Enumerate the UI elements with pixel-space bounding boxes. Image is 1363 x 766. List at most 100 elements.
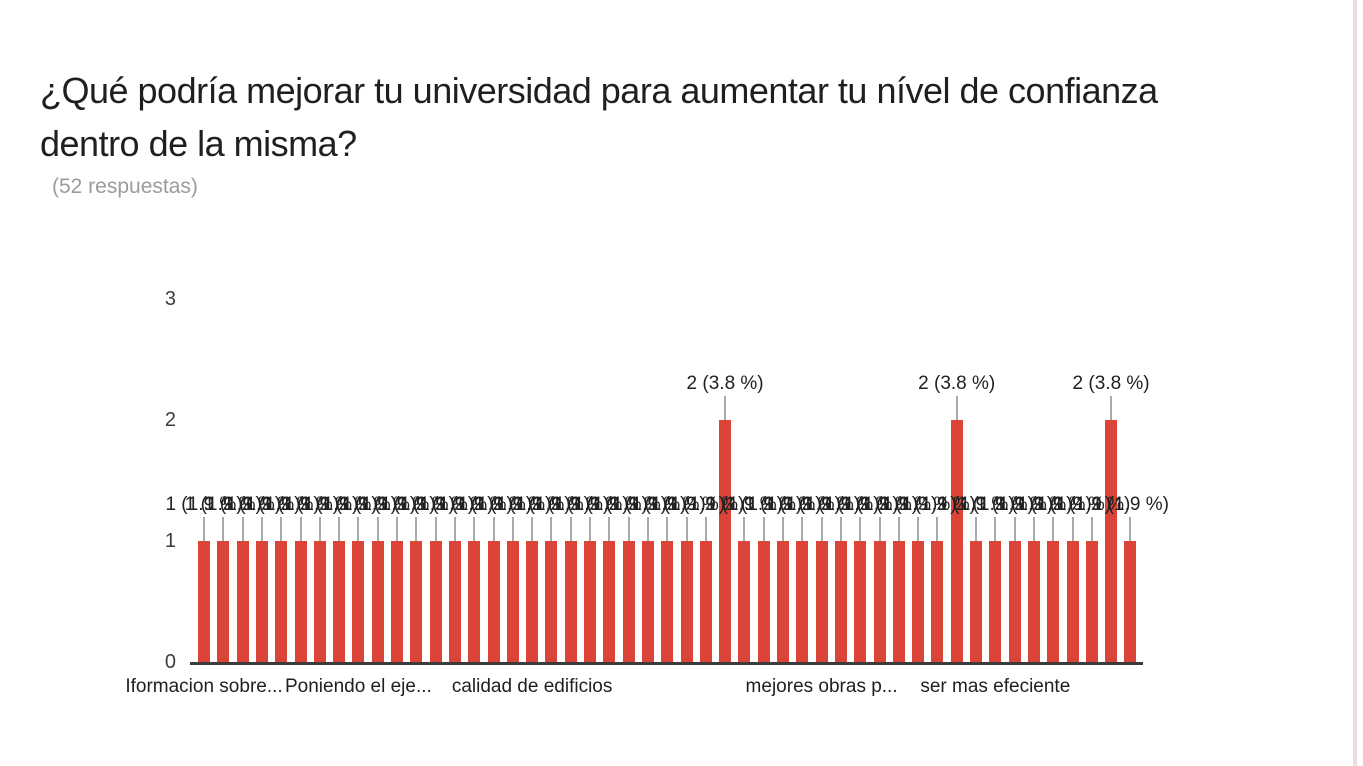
- bar: [777, 541, 789, 662]
- label-leader-line: [511, 517, 514, 541]
- bar-value-label: 1 (1.9 %): [802, 494, 880, 515]
- bar-value-label: 1 (1.9 %): [860, 494, 938, 515]
- bar-value-label: 1 (1.9 %): [667, 494, 745, 515]
- bar: [429, 541, 442, 662]
- bar: [333, 541, 346, 662]
- bar: [1027, 541, 1040, 662]
- scrollbar-edge[interactable]: [1353, 0, 1357, 766]
- bar-value-label: 1 (1.9 %): [281, 494, 359, 515]
- label-leader-line: [859, 517, 862, 541]
- x-axis-tick-label: mejores obras p...: [745, 676, 898, 697]
- bar: [699, 541, 712, 662]
- bar: [950, 420, 963, 662]
- bar-value-label: 1 (1.9 %): [590, 494, 668, 515]
- label-leader-line: [492, 517, 495, 541]
- bar: [526, 541, 539, 662]
- label-leader-line: [531, 517, 534, 541]
- label-leader-line: [1052, 517, 1055, 541]
- bar-value-label: 1 (1.9 %): [493, 494, 571, 515]
- bar: [1124, 541, 1137, 662]
- label-leader-line: [801, 517, 804, 541]
- bar: [603, 541, 616, 662]
- bar-value-label: 1 (1.9 %): [223, 494, 301, 515]
- label-leader-line: [260, 517, 263, 541]
- bar: [545, 541, 558, 662]
- x-axis-line: [190, 662, 1143, 665]
- bar-value-label: 1 (1.9 %): [898, 494, 976, 515]
- label-leader-line: [473, 517, 476, 541]
- bar: [487, 541, 500, 662]
- bar-value-label: 1 (1.9 %): [454, 494, 533, 515]
- bar: [506, 541, 519, 662]
- y-axis-tick-label: 2: [164, 409, 176, 431]
- bar: [970, 541, 982, 662]
- label-leader-line: [994, 517, 997, 541]
- bar-value-label: 1 (1.9 %): [319, 494, 397, 515]
- label-leader-line: [762, 517, 765, 541]
- bar: [661, 541, 674, 662]
- bar: [912, 541, 925, 662]
- bar-value-label: 1 (1.9 %): [204, 494, 282, 515]
- label-leader-line: [203, 517, 205, 541]
- bar-value-label: 1 (1.9 %): [512, 494, 590, 515]
- bar-value-label: 1 (1.9 %): [628, 494, 706, 515]
- label-leader-line: [1032, 517, 1035, 541]
- y-axis-tick-label: 0: [164, 651, 176, 673]
- bar: [1047, 541, 1060, 662]
- bar: [352, 541, 365, 662]
- bar-value-label: 1 (1.9 %): [165, 494, 243, 515]
- bar-value-label: 1 (1.9 %): [1033, 494, 1112, 515]
- bar: [313, 541, 326, 662]
- label-leader-line: [936, 517, 939, 541]
- bar-value-label: 1 (1.9 %): [1014, 494, 1092, 515]
- label-leader-line: [975, 517, 977, 541]
- bar-value-label: 1 (1.9 %): [570, 494, 648, 515]
- bar: [294, 541, 307, 662]
- bar-value-label: 1 (1.9 %): [976, 494, 1054, 515]
- bar: [564, 541, 577, 662]
- bar-value-label: 1 (1.9 %): [184, 494, 262, 515]
- bar-value-label: 1 (1.9 %): [609, 494, 687, 515]
- bar: [892, 541, 905, 662]
- bar-value-label: 2 (3.8 %): [686, 373, 764, 394]
- bar-value-label: 1 (1.9 %): [551, 494, 629, 515]
- label-leader-line: [415, 517, 418, 541]
- label-leader-line: [1129, 517, 1132, 541]
- bar: [371, 541, 384, 662]
- question-title-line2: dentro de la misma?: [40, 123, 357, 164]
- bar: [854, 541, 867, 662]
- label-leader-line: [589, 517, 591, 541]
- bar-value-label: 1 (1.9 %): [1053, 494, 1131, 515]
- bar-value-label: 1 (1.9 %): [705, 494, 783, 515]
- bar-value-label: 1 (1.9 %): [879, 494, 957, 515]
- bar-value-label: 1 (1.9 %): [763, 494, 841, 515]
- label-leader-line: [222, 517, 225, 541]
- bar: [236, 541, 249, 662]
- bar-value-label: 1 (1.9 %): [725, 494, 803, 515]
- bar-value-label: 2 (3.8 %): [918, 373, 996, 394]
- label-leader-line: [241, 517, 244, 541]
- bar-value-label: 1 (1.9 %): [300, 494, 378, 515]
- label-leader-line: [550, 517, 553, 541]
- bar-value-label: 1 (1.9 %): [339, 494, 417, 515]
- bar-value-label: 1 (1.9 %): [937, 494, 1015, 515]
- y-axis-tick-label: 1: [164, 530, 176, 552]
- bar-value-label: 1 (1.9 %): [995, 494, 1073, 515]
- label-leader-line: [434, 517, 437, 541]
- x-axis-tick-label: calidad de edificios: [451, 676, 613, 697]
- bar-value-label: 1 (1.9 %): [1091, 494, 1169, 515]
- label-leader-line: [338, 517, 341, 541]
- label-leader-line: [839, 517, 842, 541]
- label-leader-line: [357, 517, 360, 541]
- label-leader-line: [396, 517, 398, 541]
- label-leader-line: [955, 396, 958, 420]
- label-leader-line: [878, 517, 881, 541]
- bar-value-label: 1 (1.9 %): [840, 494, 919, 515]
- question-title-line1: ¿Qué podría mejorar tu universidad para …: [40, 70, 1158, 111]
- x-axis-tick-label: ser mas efeciente: [920, 676, 1071, 697]
- bar: [584, 541, 596, 662]
- label-leader-line: [280, 517, 283, 541]
- bar: [719, 420, 732, 662]
